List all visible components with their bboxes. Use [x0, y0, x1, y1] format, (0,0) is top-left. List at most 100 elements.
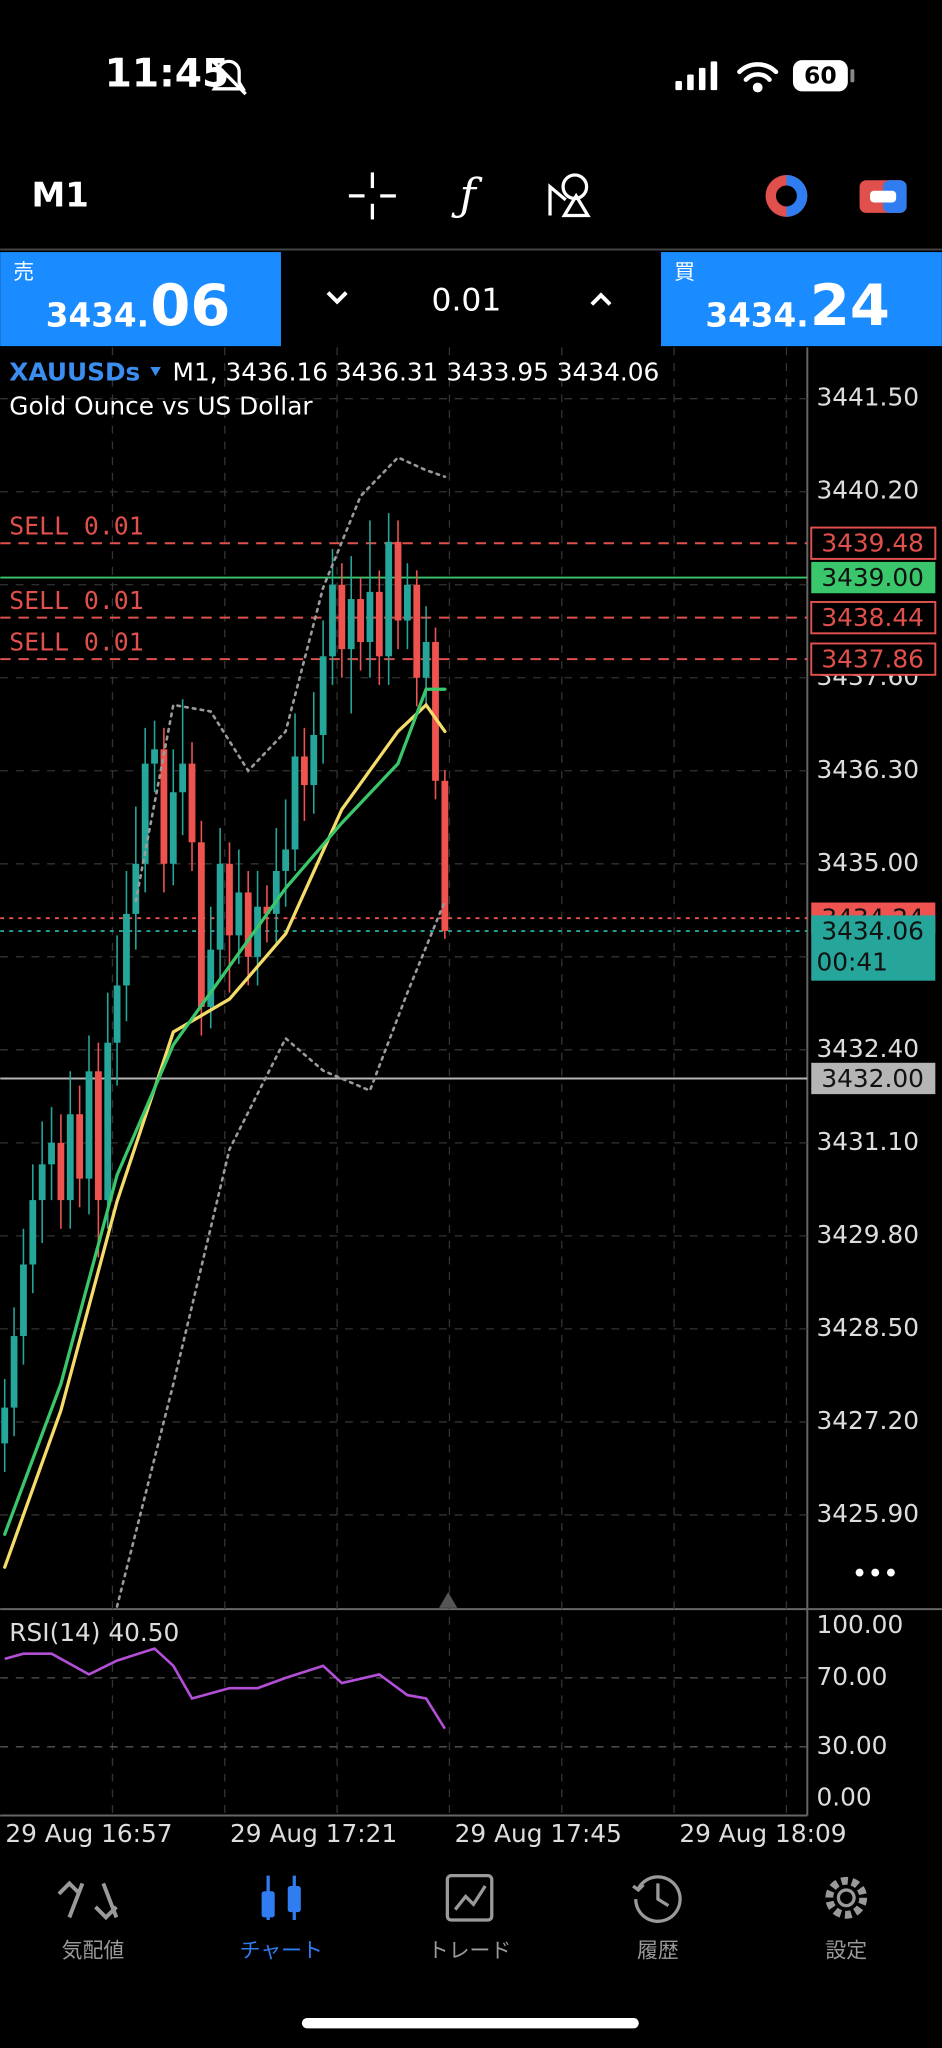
y-tick-label: 3435.00 — [816, 848, 919, 877]
price-box — [811, 561, 936, 594]
nav-item[interactable]: 設定 — [825, 1876, 868, 1963]
trade-button[interactable] — [859, 180, 907, 213]
order-label: SELL 0.01 — [9, 627, 143, 656]
volume-up[interactable] — [590, 292, 612, 306]
buy-price: 3434. — [705, 296, 808, 334]
candle-body — [10, 1336, 18, 1408]
buy-price-pips: 24 — [810, 272, 890, 339]
candle-body — [216, 863, 224, 950]
nav-item[interactable]: 気配値 — [57, 1880, 125, 1962]
candle-body — [20, 1264, 27, 1337]
candle-body — [413, 584, 421, 678]
nav-icon — [287, 1886, 301, 1913]
volume[interactable]: 0.01 — [432, 283, 502, 319]
candle-body — [404, 584, 411, 621]
sell-button[interactable] — [0, 252, 281, 347]
ohlc-info: M1, 3436.16 3436.31 3433.95 3434.06 — [173, 358, 660, 387]
nav-label: チャート — [240, 1938, 323, 1962]
battery-cap — [850, 69, 855, 83]
candle-body — [422, 641, 430, 678]
candle-body — [207, 949, 215, 1007]
candle-body — [94, 1071, 102, 1201]
candle-body — [282, 849, 290, 871]
y-tick-label: 3440.20 — [816, 476, 919, 505]
y-tick-label: 3427.20 — [816, 1406, 919, 1435]
candle-body — [57, 1142, 65, 1201]
labels: 3441.503440.203438.903437.603436.303435.… — [5, 383, 937, 1848]
sell-label: 売 — [13, 260, 34, 284]
rsi-label: RSI(14) 40.50 — [9, 1618, 179, 1647]
candle-body — [160, 749, 168, 864]
candle-body — [329, 584, 336, 657]
candle-body — [66, 1114, 74, 1201]
candle-body — [85, 1071, 93, 1179]
y-tick-label: 3431.10 — [816, 1127, 919, 1156]
nav-icon — [445, 1873, 494, 1922]
bottom-nav: 気配値 チャート トレード 履歴 設定 — [57, 1873, 868, 1963]
nav-label: 気配値 — [62, 1938, 125, 1962]
price-box-label: 3439.00 — [821, 563, 924, 592]
candle-body — [357, 599, 364, 642]
nav-icon — [57, 1880, 119, 1921]
vertical-grid — [111, 347, 788, 1816]
rsi-tick-label: 100.00 — [816, 1610, 903, 1639]
symbol-menu[interactable] — [150, 367, 161, 377]
rsi-plot — [0, 1647, 808, 1748]
candle-body — [254, 906, 261, 957]
candle-body — [76, 1114, 84, 1179]
y-tick-label: 3441.50 — [816, 383, 919, 412]
price-box-label: 3439.48 — [821, 529, 924, 558]
price-box-label: 3437.86 — [821, 644, 924, 673]
nav-item[interactable]: トレード — [428, 1873, 512, 1963]
buy-button[interactable] — [661, 252, 942, 347]
candle-body — [272, 870, 280, 914]
nav-icon — [632, 1875, 682, 1923]
timeframe-button[interactable]: M1 — [31, 176, 88, 216]
nav-icon — [825, 1876, 868, 1919]
candle-body — [432, 641, 439, 781]
candle-body — [235, 892, 243, 936]
battery-level: 60 — [804, 62, 837, 90]
price-box — [810, 526, 937, 560]
rsi-tick-label: 0.00 — [816, 1783, 871, 1812]
candle-body — [197, 842, 205, 1007]
candle-body — [132, 863, 140, 914]
plot — [0, 398, 808, 1608]
nav-item[interactable]: 履歴 — [632, 1875, 682, 1962]
rsi-line — [4, 1647, 446, 1730]
objects-button[interactable] — [548, 173, 591, 218]
candle-body — [226, 863, 233, 936]
candle-body — [169, 792, 177, 864]
order-label: SELL 0.01 — [9, 586, 143, 615]
nav-icon — [453, 1885, 487, 1911]
x-tick-label: 29 Aug 18:09 — [679, 1819, 846, 1848]
current-bar-marker — [439, 1592, 458, 1608]
price-box — [810, 601, 937, 635]
price-box — [811, 1062, 936, 1095]
y-tick-label: 3432.40 — [816, 1034, 919, 1063]
price-box — [810, 642, 937, 676]
x-tick-label: 29 Aug 17:21 — [230, 1819, 397, 1848]
nav-item[interactable]: チャート — [240, 1875, 323, 1963]
more-button[interactable] — [855, 1568, 895, 1577]
signal-icon — [675, 61, 718, 91]
candle-body — [48, 1142, 55, 1165]
y-tick-label: 3436.30 — [816, 755, 919, 784]
symbol[interactable]: XAUUSDs — [9, 358, 140, 387]
price-box-label: 3438.44 — [821, 603, 924, 632]
rsi-tick-label: 30.00 — [816, 1731, 887, 1760]
candle-body — [123, 913, 130, 986]
y-tick-label: 3425.90 — [816, 1499, 919, 1528]
volume-down[interactable] — [326, 291, 348, 305]
nav-label: 履歴 — [637, 1938, 679, 1962]
home-indicator — [301, 2017, 639, 2029]
candle-body — [441, 780, 449, 932]
candle-body — [1, 1407, 9, 1444]
indicator-line — [134, 455, 447, 903]
crosshair-button[interactable] — [348, 172, 396, 220]
x-tick-label: 29 Aug 16:57 — [5, 1819, 172, 1848]
mute-icon — [210, 58, 247, 96]
signals-button[interactable] — [765, 175, 808, 217]
candle-body — [375, 591, 383, 657]
